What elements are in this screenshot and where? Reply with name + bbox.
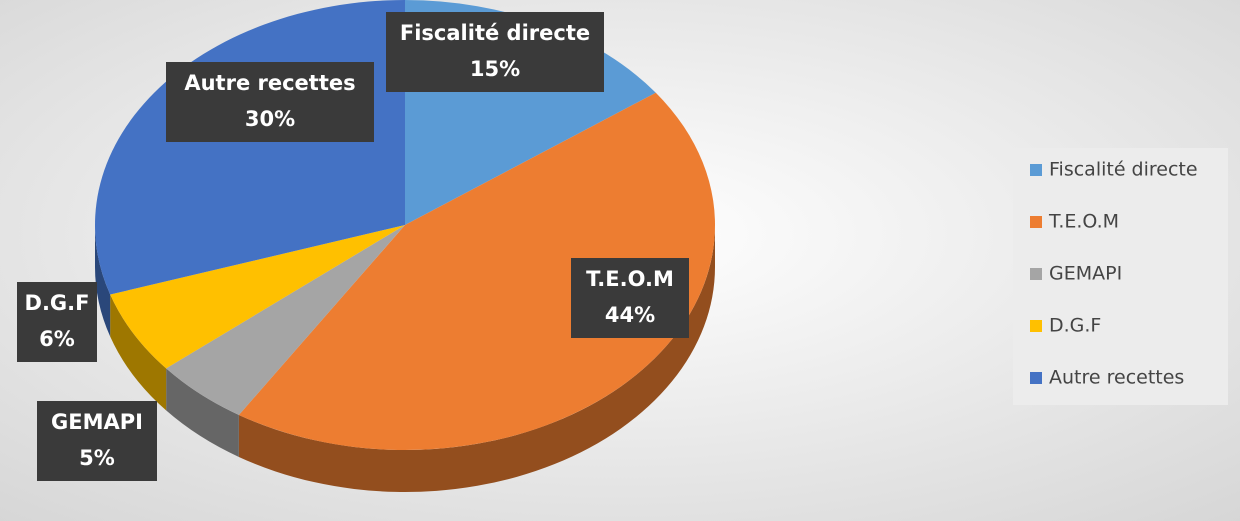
data-label-value: 6% [39,327,75,351]
legend-swatch [1030,164,1042,176]
data-label-name: D.G.F [25,291,90,315]
slice [166,225,405,415]
data-label-box [571,258,689,338]
data-label-name: GEMAPI [51,410,143,434]
data-label-value: 30% [245,107,295,131]
legend-label: T.E.O.M [1048,211,1119,233]
data-label-name: T.E.O.M [586,267,674,291]
data-label-box [17,282,97,362]
data-label-box [166,62,374,142]
data-label-name: Fiscalité directe [400,21,590,45]
slice-side [110,294,167,411]
slice-side [95,225,111,337]
slice-side [238,225,716,492]
data-label-name: Autre recettes [184,71,355,95]
data-label-value: 5% [79,446,115,470]
legend-label: D.G.F [1049,315,1101,337]
data-label-box [37,401,157,481]
legend-swatch [1030,372,1042,384]
slice [110,225,405,369]
data-label-value: 15% [470,57,520,81]
legend-swatch [1030,320,1042,332]
data-label-box [386,12,604,92]
legend-swatch [1030,216,1042,228]
slice-side [166,368,239,457]
legend-box [1013,148,1228,405]
data-label-value: 44% [605,303,655,327]
slice [238,92,716,451]
legend-swatch [1030,268,1042,280]
legend-label: Fiscalité directe [1049,159,1198,181]
legend-label: Autre recettes [1049,367,1184,389]
legend-label: GEMAPI [1049,263,1122,285]
